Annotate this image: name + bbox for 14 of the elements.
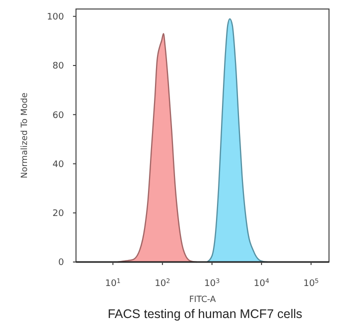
x-tick-label: 10$^{3}$ [204, 278, 220, 289]
x-tick-label: 10$^{2}$ [154, 278, 170, 289]
y-axis-title: Normalized To Mode [20, 92, 30, 178]
x-tick-label: 10$^{1}$ [105, 278, 121, 289]
text: FACS testing of human MCF7 cells [108, 307, 302, 321]
y-tick-label: 0 [58, 258, 64, 268]
x-tick-label: 10$^{5}$ [303, 278, 319, 289]
y-tick-label: 100 [46, 12, 64, 23]
y-tick-label: 40 [52, 160, 64, 170]
y-tick-label: 80 [52, 62, 64, 72]
y-tick-label: 60 [52, 110, 64, 121]
x-tick-label: 10$^{4}$ [254, 278, 270, 289]
x-axis-title: FITC-A [189, 295, 216, 305]
y-tick-label: 20 [52, 209, 64, 220]
